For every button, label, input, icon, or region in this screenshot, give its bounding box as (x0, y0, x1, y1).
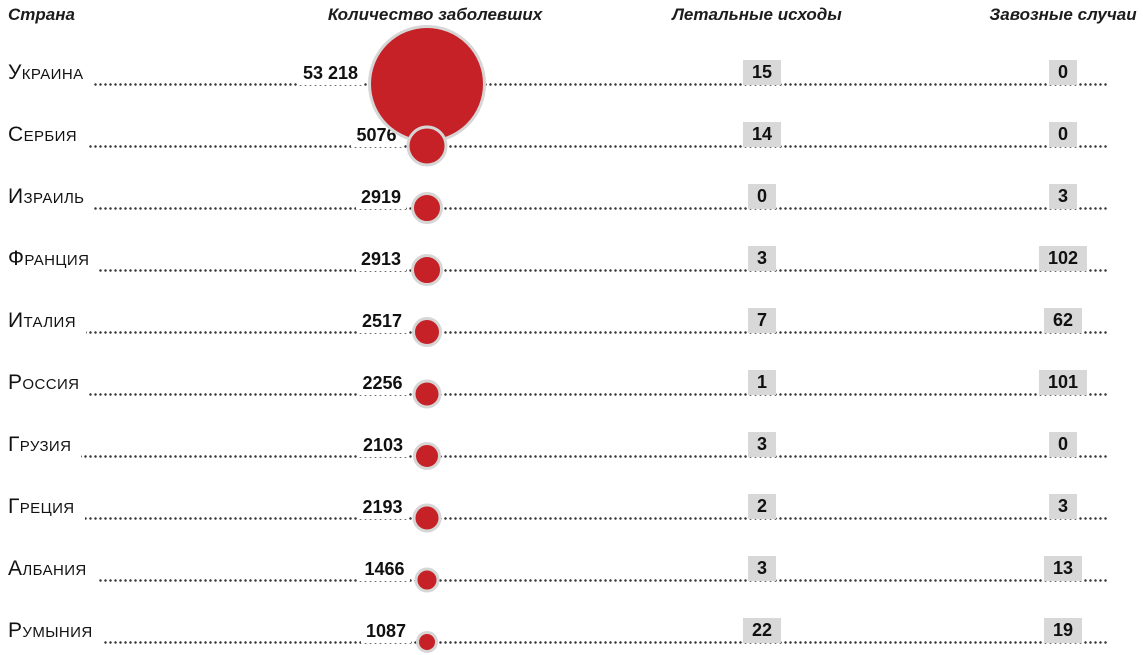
deaths-value: 15 (742, 60, 782, 85)
country-label: Греция (8, 494, 85, 520)
deaths-value: 3 (747, 246, 777, 271)
cases-value: 2913 (355, 247, 406, 271)
case-bubble (411, 192, 443, 224)
country-label: Италия (8, 308, 86, 334)
imported-value: 62 (1043, 308, 1083, 333)
country-label: Израиль (8, 184, 95, 210)
imported-value: 3 (1048, 184, 1078, 209)
dotted-leader-line (8, 393, 1107, 396)
imported-value: 101 (1038, 370, 1088, 395)
country-label: Грузия (8, 432, 82, 458)
case-bubble (414, 567, 440, 593)
table-row: Израиль 2919 0 3 (0, 158, 1143, 224)
table-row: Украина 53 218 15 0 (0, 25, 1143, 143)
imported-value: 102 (1038, 246, 1088, 271)
deaths-value: 7 (747, 308, 777, 333)
deaths-value: 3 (747, 556, 777, 581)
deaths-value: 1 (747, 370, 777, 395)
dotted-leader-line (8, 83, 1107, 86)
deaths-value: 2 (747, 494, 777, 519)
cases-value: 53 218 (297, 61, 363, 85)
cases-value: 2103 (357, 433, 408, 457)
imported-value: 19 (1043, 618, 1083, 643)
dotted-leader-line (8, 455, 1107, 458)
case-bubble (416, 631, 438, 653)
case-bubble (412, 317, 442, 347)
case-bubble (412, 379, 442, 409)
case-bubble (413, 442, 441, 470)
table-row: Албания 1466 3 13 (0, 530, 1143, 593)
dotted-leader-line (8, 517, 1107, 520)
imported-value: 13 (1043, 556, 1083, 581)
dotted-leader-line (8, 331, 1107, 334)
table-row: Греция 2193 2 3 (0, 468, 1143, 533)
case-bubble (412, 503, 442, 533)
cases-value: 2256 (357, 371, 408, 395)
rows: Украина 53 218 15 0 Сербия 5076 14 0 Изр… (0, 25, 1143, 654)
imported-value: 3 (1048, 494, 1078, 519)
imported-value: 0 (1048, 122, 1078, 147)
col-header-deaths: Летальные исходы (672, 5, 842, 24)
dotted-leader-line (8, 579, 1107, 582)
column-headers: Страна Количество заболевших Летальные и… (0, 0, 1143, 34)
col-header-imported: Завозные случаи (989, 5, 1137, 24)
dotted-leader-line (8, 269, 1107, 272)
case-bubble (406, 125, 448, 167)
cases-value: 1466 (359, 557, 410, 581)
cases-value: 2517 (356, 309, 407, 333)
table-row: Россия 2256 1 101 (0, 344, 1143, 409)
table-row: Франция 2913 3 102 (0, 220, 1143, 286)
imported-value: 0 (1048, 432, 1078, 457)
cases-value: 2193 (357, 495, 408, 519)
dotted-leader-line (8, 145, 1107, 148)
country-label: Украина (8, 60, 94, 86)
case-bubble (368, 25, 486, 143)
country-label: Сербия (8, 122, 88, 148)
deaths-value: 22 (742, 618, 782, 643)
deaths-value: 0 (747, 184, 777, 209)
table-row: Италия 2517 7 62 (0, 282, 1143, 347)
cases-value: 2919 (355, 185, 406, 209)
table-row: Сербия 5076 14 0 (0, 96, 1143, 167)
col-header-country: Страна (8, 5, 75, 24)
table-row: Румыния 1087 22 19 (0, 592, 1143, 654)
country-label: Румыния (8, 618, 103, 644)
imported-value: 0 (1048, 60, 1078, 85)
country-label: Албания (8, 556, 97, 582)
case-bubble (411, 254, 443, 286)
country-label: Франция (8, 246, 100, 272)
col-header-cases: Количество заболевших (327, 5, 543, 24)
deaths-value: 14 (742, 122, 782, 147)
dotted-leader-line (8, 641, 1107, 644)
table-row: Грузия 2103 3 0 (0, 406, 1143, 470)
dotted-leader-line (8, 207, 1107, 210)
country-label: Россия (8, 370, 90, 396)
cases-value: 1087 (360, 619, 411, 643)
deaths-value: 3 (747, 432, 777, 457)
